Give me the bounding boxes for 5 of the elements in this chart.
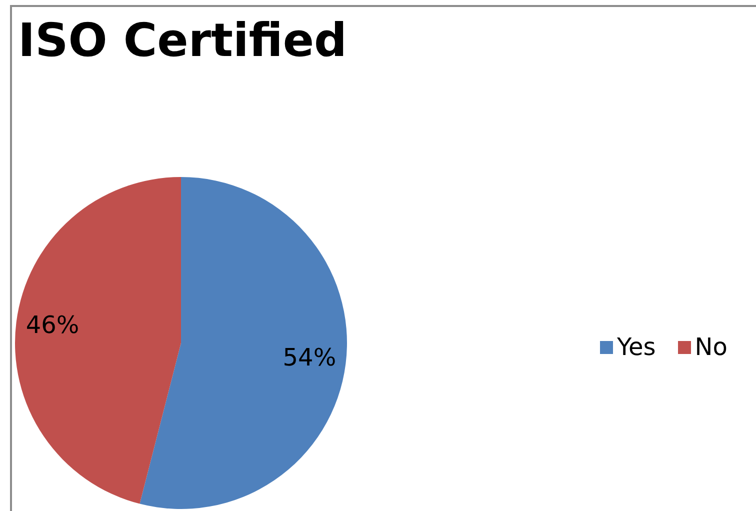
chart-title: ISO Certified	[18, 12, 347, 69]
data-label: 46%	[26, 311, 80, 340]
legend-label: No	[694, 333, 728, 361]
legend-label: Yes	[617, 333, 656, 361]
data-label: 54%	[282, 343, 336, 372]
